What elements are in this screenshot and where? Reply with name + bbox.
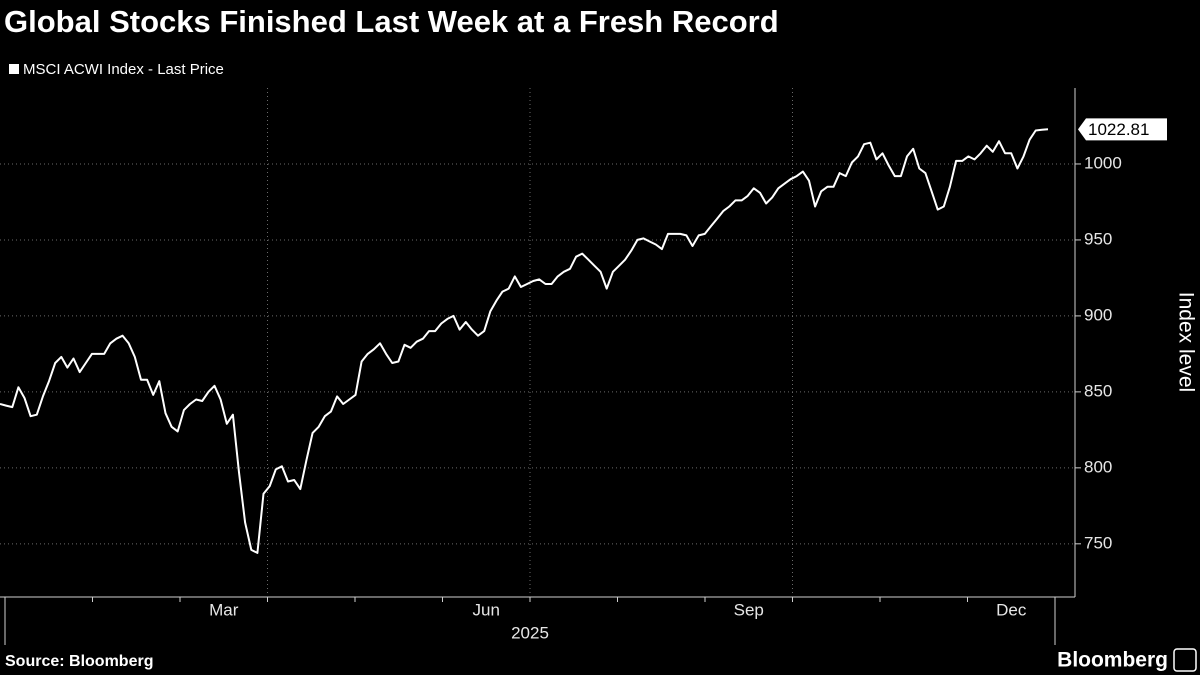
x-tick-label: Dec: [996, 600, 1027, 619]
brand: Bloomberg: [1057, 649, 1168, 672]
x-tick-label: Sep: [734, 600, 764, 619]
chart-title: Global Stocks Finished Last Week at a Fr…: [4, 4, 779, 39]
source-note: Source: Bloomberg: [5, 653, 153, 670]
x-tick-label: Jun: [473, 600, 500, 619]
y-tick-label: 800: [1084, 457, 1112, 476]
x-tick-label: Mar: [209, 600, 239, 619]
y-tick-label: 850: [1084, 381, 1112, 400]
y-tick-label: 950: [1084, 229, 1112, 248]
y-tick-label: 1000: [1084, 153, 1122, 172]
legend-label: MSCI ACWI Index - Last Price: [23, 61, 224, 78]
x-year-label: 2025: [511, 623, 549, 642]
series-line: [0, 128, 1049, 554]
brand-icon: [1173, 648, 1197, 672]
last-value-tag: [1078, 118, 1167, 141]
legend-swatch: [9, 64, 19, 74]
y-axis-title: Index level: [1174, 292, 1197, 392]
y-tick-label: 750: [1084, 533, 1112, 552]
last-value-label: 1022.81: [1088, 120, 1149, 139]
y-tick-label: 900: [1084, 305, 1112, 324]
